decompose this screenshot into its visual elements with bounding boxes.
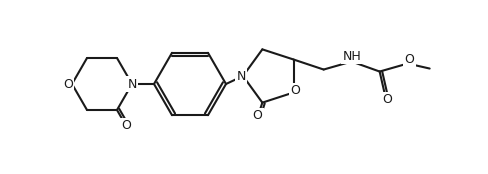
Text: O: O bbox=[383, 93, 392, 106]
Text: N: N bbox=[236, 69, 245, 82]
Text: O: O bbox=[121, 119, 131, 132]
Text: O: O bbox=[252, 109, 263, 122]
Text: NH: NH bbox=[342, 50, 361, 63]
Text: O: O bbox=[63, 77, 73, 90]
Text: N: N bbox=[127, 77, 137, 90]
Text: O: O bbox=[291, 84, 301, 97]
Text: O: O bbox=[405, 53, 415, 66]
